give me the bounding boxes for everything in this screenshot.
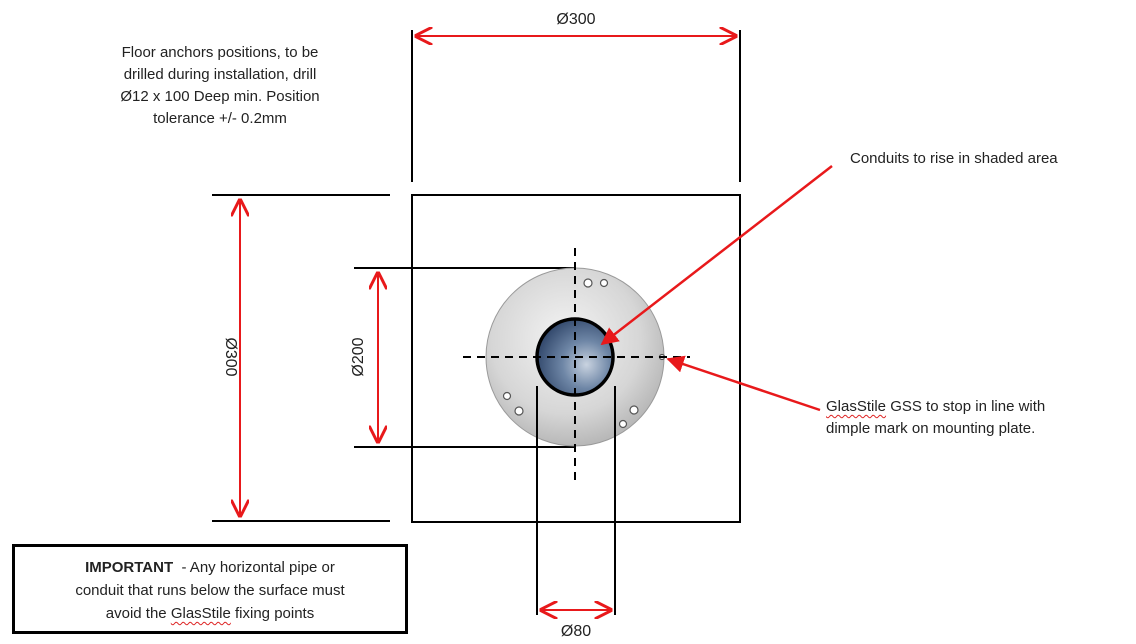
glasstile-note-line1: GlasStile GSS to stop in line with	[826, 396, 1045, 418]
anchor-hole	[514, 406, 524, 416]
important-notice-box: IMPORTANT - Any horizontal pipe or condu…	[12, 544, 408, 634]
conduits-leader-arrow	[600, 165, 833, 346]
anchor-hole	[629, 405, 639, 415]
top-dimension-label: Ø300	[556, 11, 595, 28]
anchor-hole	[502, 391, 512, 401]
important-heading: IMPORTANT	[85, 559, 174, 576]
brand-name: GlasStile	[826, 398, 887, 415]
base-square	[411, 194, 741, 523]
conduit-dimension-label: Ø80	[561, 623, 591, 640]
anchor-hole	[583, 278, 593, 288]
important-line3: avoid the GlasStile fixing points	[15, 602, 405, 625]
important-line3-pre: avoid the	[105, 605, 171, 622]
important-line2: conduit that runs below the surface must	[75, 582, 345, 599]
conduits-note: Conduits to rise in shaded area	[850, 150, 1058, 167]
anchors-note-line: Floor anchors positions, to be	[121, 44, 319, 61]
brand-name: GlasStile	[170, 605, 231, 622]
glasstile-note: GlasStile GSS to stop in line with dimpl…	[826, 396, 1045, 440]
glasstile-note-text: GSS to stop in line with	[886, 398, 1046, 415]
important-line1: IMPORTANT - Any horizontal pipe or	[15, 556, 405, 579]
anchor-holes	[502, 278, 666, 429]
anchors-note-line: tolerance +/- 0.2mm	[153, 110, 287, 127]
glasstile-note-line2: dimple mark on mounting plate.	[826, 420, 1036, 437]
anchor-hole	[599, 278, 609, 288]
dimple-leader-arrow	[666, 355, 821, 412]
anchor-hole	[618, 419, 628, 429]
plate-dimension-label: Ø200	[350, 337, 367, 376]
anchors-note: Floor anchors positions, to be drilled d…	[60, 42, 380, 130]
important-notice-text: IMPORTANT - Any horizontal pipe or condu…	[15, 556, 405, 625]
important-line1-text: - Any horizontal pipe or	[173, 559, 335, 576]
anchors-note-line: drilled during installation, drill	[123, 66, 317, 83]
important-line3-post: fixing points	[230, 605, 315, 622]
left-dimension-label: Ø300	[222, 337, 239, 376]
anchors-note-line: Ø12 x 100 Deep min. Position	[120, 88, 320, 105]
